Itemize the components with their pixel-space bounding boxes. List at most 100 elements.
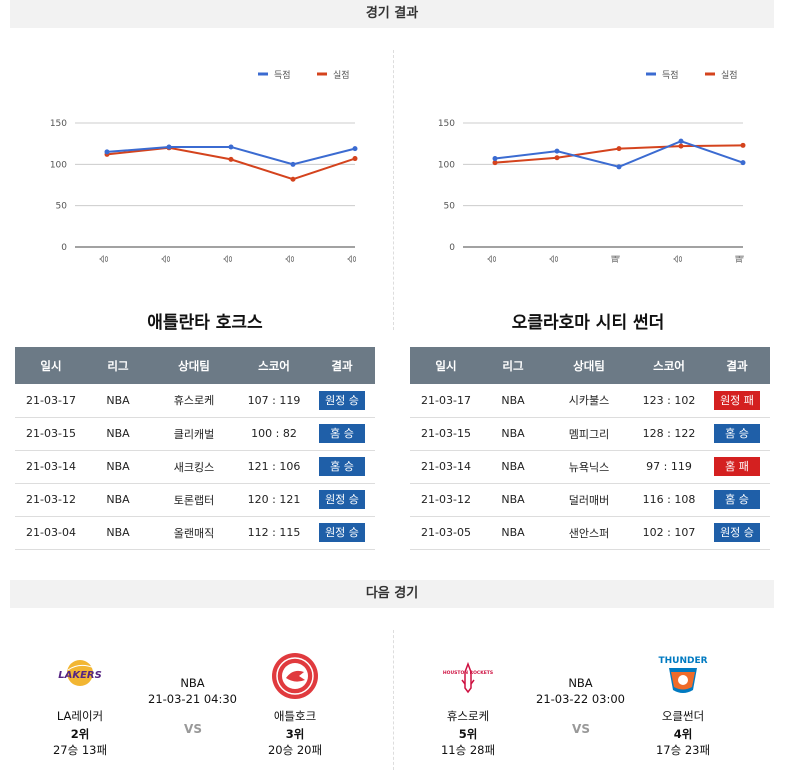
x-tick-label: 패	[611, 255, 622, 263]
col-opponent: 상대팀	[149, 347, 239, 384]
cell-score: 128 : 122	[634, 417, 704, 451]
col-score: 스코어	[634, 347, 704, 384]
thunder-logo-icon: THUNDER	[658, 656, 708, 693]
table-header-row: 일시 리그 상대팀 스코어 결과	[410, 347, 770, 384]
cell-date: 21-03-05	[410, 516, 482, 550]
cell-result: 홈 승	[309, 450, 375, 484]
cell-date: 21-03-12	[410, 483, 482, 517]
svg-text:LAKERS: LAKERS	[58, 670, 102, 681]
result-badge: 원정 승	[319, 490, 365, 509]
y-tick-label: 150	[438, 119, 455, 129]
col-league: 리그	[87, 347, 149, 384]
cell-league: NBA	[87, 450, 149, 484]
result-badge: 홈 패	[714, 457, 760, 476]
table-row: 21-03-12 NBA 토론랩터 120 : 121 원정 승	[15, 483, 375, 517]
next-games-section-title: 다음 경기	[10, 580, 774, 608]
rockets-logo-icon: HOUSTON ROCKETS	[443, 661, 493, 694]
col-result: 결과	[704, 347, 770, 384]
cell-score: 121 : 106	[239, 450, 309, 484]
next-game-card: HOUSTON ROCKETS 휴스로케 5위 11승 28패 NBA 21-0…	[398, 640, 778, 770]
svg-text:HOUSTON ROCKETS: HOUSTON ROCKETS	[443, 670, 493, 676]
vs-label: VS	[184, 722, 202, 736]
cell-league: NBA	[482, 483, 544, 517]
team-rank: 4위	[673, 727, 693, 741]
cell-league: NBA	[482, 417, 544, 451]
away-team: 애틀호크 3위 20승 20패	[240, 650, 350, 758]
game-league: NBA	[180, 676, 205, 690]
y-tick-label: 0	[449, 243, 455, 253]
table-row: 21-03-12 NBA 덜러매버 116 : 108 홈 승	[410, 483, 770, 517]
chart-divider	[393, 50, 394, 330]
data-point	[678, 143, 684, 149]
cell-league: NBA	[87, 516, 149, 550]
x-tick-label: 승	[347, 255, 358, 263]
game-datetime: 21-03-21 04:30	[148, 692, 237, 706]
cell-score: 120 : 121	[239, 483, 309, 517]
data-point	[740, 160, 746, 166]
cell-league: NBA	[482, 384, 544, 418]
results-section-title: 경기 결과	[10, 0, 774, 28]
team-record: 20승 20패	[267, 743, 323, 757]
away-team: THUNDER 오클썬더 4위 17승 23패	[628, 650, 738, 758]
cell-opponent: 샌안스퍼	[544, 516, 634, 550]
y-tick-label: 50	[56, 202, 68, 212]
data-point	[616, 146, 622, 152]
data-point	[554, 155, 560, 161]
table-row: 21-03-04 NBA 올랜매직 112 : 115 원정 승	[15, 516, 375, 550]
cell-date: 21-03-15	[15, 417, 87, 451]
result-badge: 원정 승	[319, 523, 365, 542]
cell-score: 123 : 102	[634, 384, 704, 418]
result-badge: 원정 승	[319, 390, 365, 410]
x-tick-label: 승	[223, 255, 234, 263]
cell-result: 원정 승	[704, 516, 770, 550]
cell-opponent: 토론랩터	[149, 483, 239, 517]
cell-opponent: 덜러매버	[544, 483, 634, 517]
col-league: 리그	[482, 347, 544, 384]
cell-result: 홈 패	[704, 450, 770, 484]
y-tick-label: 50	[444, 202, 456, 212]
left-team-title: 애틀란타 호크스	[147, 313, 263, 333]
cell-date: 21-03-14	[15, 450, 87, 484]
table-header-row: 일시 리그 상대팀 스코어 결과	[15, 347, 375, 384]
cell-result: 원정 승	[309, 384, 375, 418]
data-point	[352, 146, 358, 152]
cell-opponent: 올랜매직	[149, 516, 239, 550]
game-datetime: 21-03-22 03:00	[536, 692, 625, 706]
data-point	[228, 156, 234, 162]
cell-score: 102 : 107	[634, 516, 704, 550]
col-score: 스코어	[239, 347, 309, 384]
cell-league: NBA	[87, 384, 149, 418]
cell-result: 홈 승	[704, 483, 770, 517]
cell-opponent: 새크킹스	[149, 450, 239, 484]
result-badge: 홈 승	[319, 457, 365, 476]
team-rank: 2위	[70, 727, 90, 741]
x-tick-label: 승	[99, 255, 110, 263]
cell-date: 21-03-14	[410, 450, 482, 484]
result-badge: 원정 패	[714, 390, 760, 410]
result-badge: 원정 승	[714, 523, 760, 542]
result-badge: 홈 승	[714, 490, 760, 509]
data-point	[290, 161, 296, 167]
cell-date: 21-03-04	[15, 516, 87, 550]
data-point	[554, 148, 560, 154]
x-tick-label: 승	[161, 255, 172, 263]
game-info: NBA 21-03-22 03:00	[523, 675, 638, 707]
cell-opponent: 멤피그리	[544, 417, 634, 451]
y-tick-label: 100	[50, 160, 67, 170]
next-game-card: LAKERS LA레이커 2위 27승 13패 NBA 21-03-21 04:…	[10, 640, 390, 770]
data-point	[166, 144, 172, 150]
table-row: 21-03-15 NBA 클리캐벌 100 : 82 홈 승	[15, 417, 375, 451]
cell-result: 원정 패	[704, 384, 770, 418]
x-tick-label: 승	[487, 255, 498, 263]
team-rank: 3위	[285, 727, 305, 741]
series-line-allowed	[106, 146, 356, 181]
cell-date: 21-03-17	[15, 384, 87, 418]
cell-score: 112 : 115	[239, 516, 309, 550]
data-point	[290, 176, 296, 182]
data-point	[740, 142, 746, 148]
col-result: 결과	[309, 347, 375, 384]
table-row: 21-03-15 NBA 멤피그리 128 : 122 홈 승	[410, 417, 770, 451]
table-row: 21-03-17 NBA 시카불스 123 : 102 원정 패	[410, 384, 770, 418]
result-badge: 홈 승	[714, 424, 760, 443]
y-tick-label: 150	[50, 119, 67, 129]
